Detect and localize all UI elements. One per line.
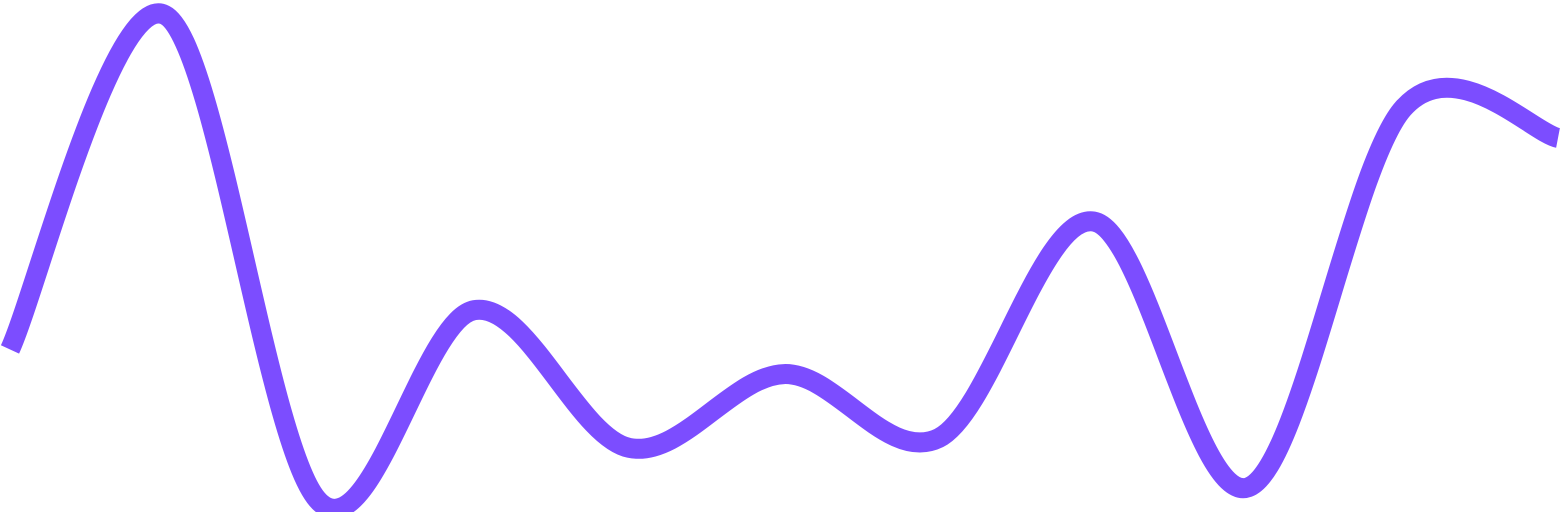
- series-line-0: [0, 3, 1562, 512]
- series-layer: [0, 3, 1562, 512]
